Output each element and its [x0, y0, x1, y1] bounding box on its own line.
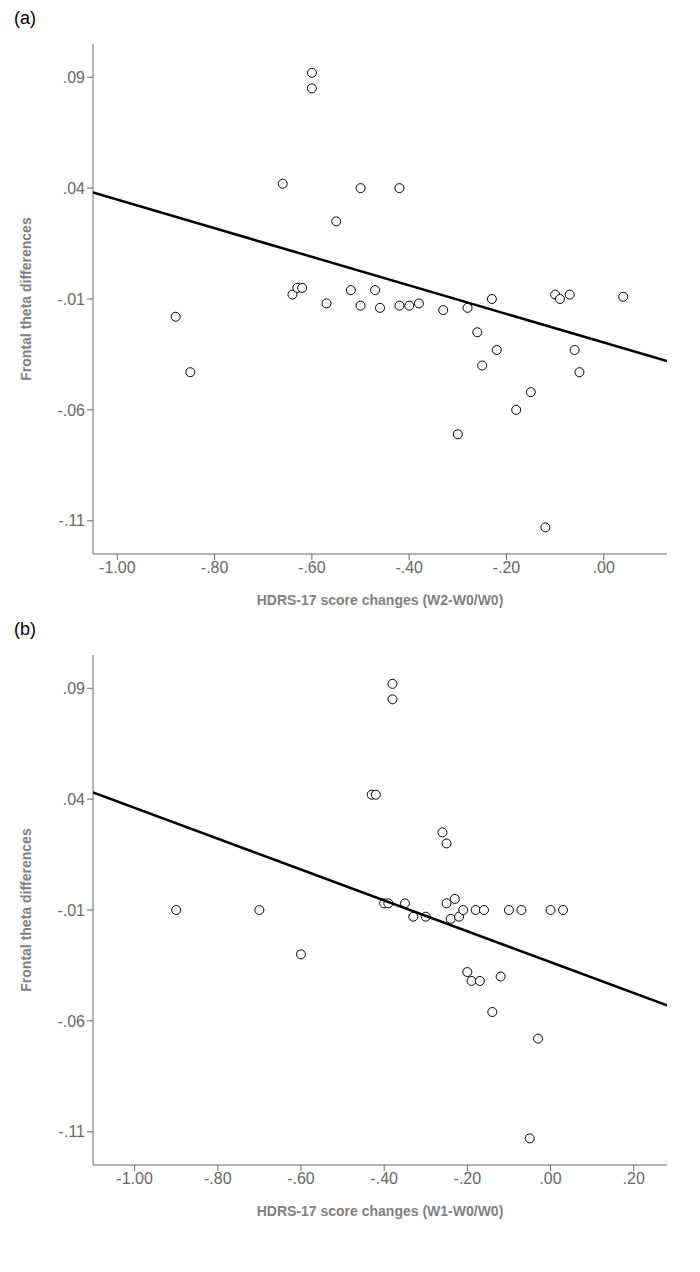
html-text:(a): (a) [14, 8, 36, 28]
svg-text:-.20: -.20 [493, 559, 521, 576]
svg-text:HDRS-17 score changes (W1-W0/W: HDRS-17 score changes (W1-W0/W0) [257, 1203, 504, 1219]
svg-text:-.60: -.60 [298, 559, 326, 576]
svg-text:-.06: -.06 [57, 402, 85, 419]
svg-text:-.11: -.11 [59, 1123, 85, 1140]
svg-text:.20: .20 [623, 1170, 645, 1187]
svg-text:-.01: -.01 [57, 902, 85, 919]
svg-text:-.06: -.06 [57, 1013, 85, 1030]
svg-text:.09: .09 [63, 680, 85, 697]
svg-text:.09: .09 [63, 69, 85, 86]
svg-text:-.11: -.11 [59, 512, 85, 529]
svg-text:.00: .00 [593, 559, 615, 576]
svg-text:-.60: -.60 [287, 1170, 315, 1187]
svg-text:-.80: -.80 [201, 559, 229, 576]
svg-text:Frontal theta differences: Frontal theta differences [18, 217, 34, 381]
svg-text:.04: .04 [63, 791, 85, 808]
svg-text:-.40: -.40 [395, 559, 423, 576]
svg-text:-.40: -.40 [370, 1170, 398, 1187]
svg-text:-1.00: -1.00 [99, 559, 136, 576]
svg-text:-1.00: -1.00 [116, 1170, 153, 1187]
svg-text:-.80: -.80 [204, 1170, 232, 1187]
svg-text:.04: .04 [63, 180, 85, 197]
svg-text:-.20: -.20 [454, 1170, 482, 1187]
svg-text:.00: .00 [539, 1170, 561, 1187]
html-text:(b): (b) [14, 619, 36, 639]
svg-text:Frontal theta differences: Frontal theta differences [18, 828, 34, 992]
svg-text:HDRS-17 score changes (W2-W0/W: HDRS-17 score changes (W2-W0/W0) [257, 592, 504, 608]
svg-text:-.01: -.01 [57, 291, 85, 308]
